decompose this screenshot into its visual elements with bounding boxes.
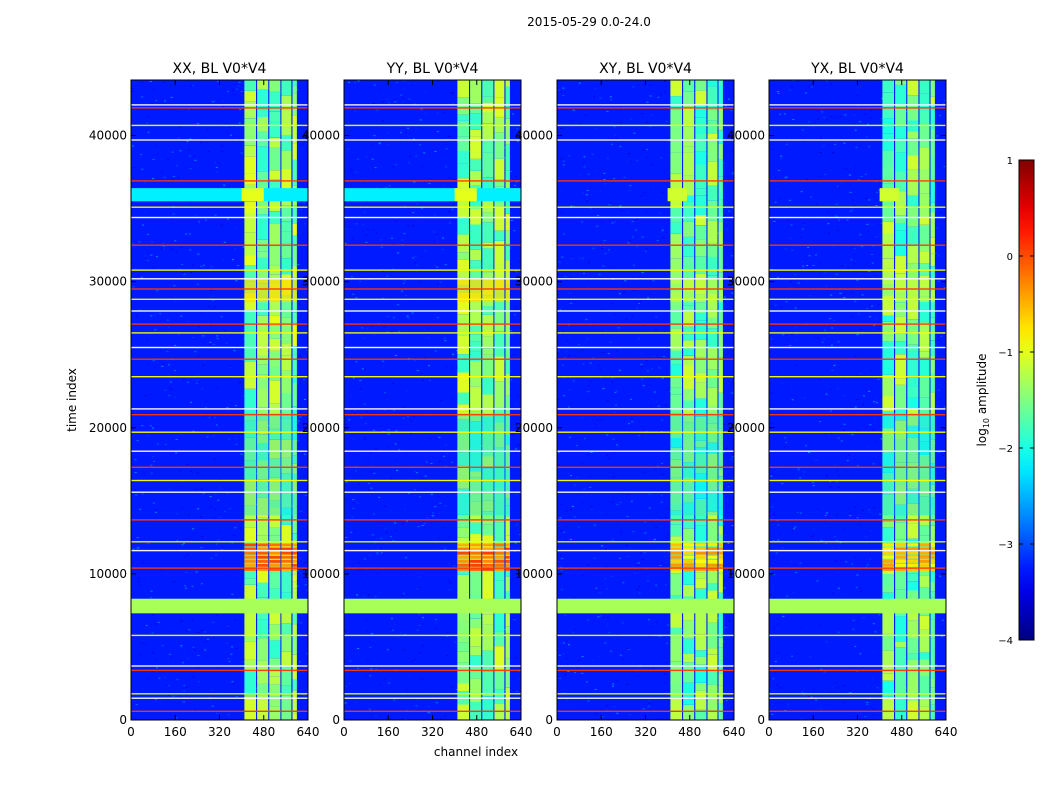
colorbar-tick-label: 0 xyxy=(1007,252,1013,263)
spectrogram-panels: XX, BL V0*V4 0 160 320 480 640 0 10000 20000 3000… xyxy=(89,61,958,739)
y-tick-label: 40000 xyxy=(89,129,127,143)
x-tick-label: 320 xyxy=(208,725,231,739)
y-tick-label: 40000 xyxy=(515,129,553,143)
y-tick-label: 30000 xyxy=(727,275,765,289)
y-tick-label: 10000 xyxy=(302,567,340,581)
panel-2: YY, BL V0*V4 0 160 320 480 640 0 10000 20000 3000… xyxy=(302,61,533,739)
y-tick-label: 30000 xyxy=(515,275,553,289)
y-tick-label: 0 xyxy=(119,713,127,727)
y-axis-label: time index xyxy=(65,368,79,432)
panel-title: XX, BL V0*V4 xyxy=(173,61,267,77)
x-tick-label: 160 xyxy=(164,725,187,739)
y-tick-label: 20000 xyxy=(89,421,127,435)
x-tick-label: 640 xyxy=(510,725,533,739)
y-tick-label: 0 xyxy=(332,713,340,727)
panel-title: XY, BL V0*V4 xyxy=(599,61,692,77)
x-tick-label: 0 xyxy=(765,725,773,739)
y-tick-label: 40000 xyxy=(727,129,765,143)
x-tick-label: 0 xyxy=(340,725,348,739)
x-tick-label: 0 xyxy=(553,725,561,739)
y-tick-label: 40000 xyxy=(302,129,340,143)
panel-title: YX, BL V0*V4 xyxy=(810,61,904,77)
panel-title: YY, BL V0*V4 xyxy=(386,61,479,77)
colorbar-tick-label: −2 xyxy=(998,444,1013,455)
figure-suptitle: 2015-05-29 0.0-24.0 xyxy=(527,15,651,29)
x-tick-label: 480 xyxy=(252,725,275,739)
colorbar: 1 0 −1 −2 −3 −4 log10 amplitude xyxy=(975,156,1035,647)
heatmap-image xyxy=(769,80,946,720)
heatmap-image xyxy=(557,80,734,720)
colorbar-gradient xyxy=(1018,159,1035,641)
x-tick-label: 640 xyxy=(723,725,746,739)
y-tick-label: 0 xyxy=(757,713,765,727)
x-tick-label: 160 xyxy=(802,725,825,739)
colorbar-tick-label: −1 xyxy=(998,348,1013,359)
y-tick-label: 20000 xyxy=(727,421,765,435)
panel-3: XY, BL V0*V4 0 160 320 480 640 0 10000 20000 3000… xyxy=(515,61,746,739)
colorbar-label: log10 amplitude xyxy=(975,354,991,447)
heatmap-image xyxy=(344,80,521,720)
x-tick-label: 320 xyxy=(846,725,869,739)
y-tick-label: 10000 xyxy=(89,567,127,581)
x-tick-label: 0 xyxy=(127,725,135,739)
x-tick-label: 160 xyxy=(590,725,613,739)
colorbar-tick-label: −4 xyxy=(998,636,1013,647)
x-tick-label: 480 xyxy=(465,725,488,739)
panel-1: XX, BL V0*V4 0 160 320 480 640 0 10000 20000 3000… xyxy=(89,61,320,739)
y-tick-label: 20000 xyxy=(515,421,553,435)
y-tick-label: 0 xyxy=(545,713,553,727)
y-tick-label: 30000 xyxy=(302,275,340,289)
x-tick-label: 480 xyxy=(678,725,701,739)
x-tick-label: 160 xyxy=(377,725,400,739)
y-tick-label: 20000 xyxy=(302,421,340,435)
panel-4: YX, BL V0*V4 0 160 320 480 640 0 10000 20000 3000… xyxy=(727,61,958,739)
x-tick-label: 320 xyxy=(421,725,444,739)
x-tick-label: 640 xyxy=(297,725,320,739)
y-tick-label: 10000 xyxy=(727,567,765,581)
x-tick-label: 480 xyxy=(890,725,913,739)
colorbar-tick-label: 1 xyxy=(1007,156,1013,167)
y-tick-label: 10000 xyxy=(515,567,553,581)
x-tick-label: 320 xyxy=(634,725,657,739)
x-tick-label: 640 xyxy=(935,725,958,739)
colorbar-tick-label: −3 xyxy=(998,540,1013,551)
heatmap-image xyxy=(131,80,308,720)
x-axis-label: channel index xyxy=(434,745,518,759)
y-tick-label: 30000 xyxy=(89,275,127,289)
